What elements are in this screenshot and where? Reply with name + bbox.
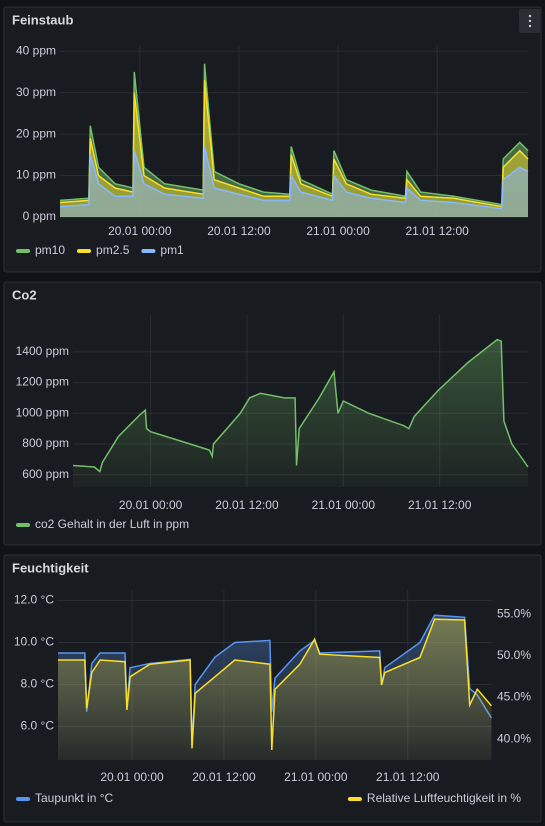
- x-tick-label: 20.01 00:00: [108, 224, 172, 238]
- y-tick-label: 1000 ppm: [16, 405, 69, 419]
- x-tick-label: 21.01 00:00: [306, 224, 370, 238]
- series-area: [58, 619, 492, 760]
- y2-tick-label: 40.0%: [497, 731, 531, 745]
- legend-label: Relative Luftfeuchtigkeit in %: [367, 791, 521, 805]
- y-tick-label: 12.0 °C: [14, 593, 54, 607]
- y-tick-label: 30 ppm: [16, 85, 56, 99]
- y2-tick-label: 45.0%: [497, 690, 531, 704]
- y-tick-label: 8.0 °C: [21, 677, 55, 691]
- x-tick-label: 20.01 00:00: [119, 498, 183, 512]
- x-tick-label: 21.01 00:00: [312, 498, 376, 512]
- series-line: [58, 618, 492, 751]
- legend-label: pm1: [160, 243, 184, 257]
- y2-tick-label: 55.0%: [497, 606, 531, 620]
- legend-swatch: [347, 797, 362, 801]
- x-tick-label: 21.01 12:00: [408, 498, 472, 512]
- y-tick-label: 800 ppm: [22, 436, 69, 450]
- y-tick-label: 1200 ppm: [16, 375, 69, 389]
- y-tick-label: 1400 ppm: [16, 344, 69, 358]
- series-area: [73, 339, 528, 487]
- x-tick-label: 20.01 12:00: [215, 498, 279, 512]
- y-tick-label: 40 ppm: [16, 43, 56, 57]
- y-tick-label: 10 ppm: [16, 168, 56, 182]
- panel-title: Feinstaub: [12, 12, 73, 27]
- x-tick-label: 21.01 00:00: [284, 770, 348, 784]
- y-tick-label: 0 ppm: [23, 209, 56, 223]
- legend-swatch: [16, 523, 30, 527]
- panel-title: Feuchtigkeit: [12, 560, 89, 575]
- x-tick-label: 21.01 12:00: [376, 770, 440, 784]
- x-tick-label: 20.01 12:00: [207, 224, 271, 238]
- panel-title: Co2: [12, 287, 37, 302]
- series-line: [59, 146, 529, 210]
- legend-swatch: [141, 249, 156, 253]
- y-tick-label: 6.0 °C: [21, 719, 55, 733]
- y2-tick-label: 50.0%: [497, 648, 531, 662]
- legend-label: co2 Gehalt in der Luft in ppm: [35, 517, 189, 531]
- menu-dot: [528, 19, 532, 23]
- legend-label: pm10: [35, 243, 65, 257]
- menu-dot: [528, 14, 532, 18]
- legend-swatch: [16, 797, 30, 801]
- legend-label: pm2.5: [96, 243, 130, 257]
- legend-label: Taupunkt in °C: [35, 791, 114, 805]
- menu-dot: [528, 24, 532, 28]
- legend-swatch: [16, 249, 30, 253]
- y-tick-label: 20 ppm: [16, 126, 56, 140]
- x-tick-label: 20.01 00:00: [100, 770, 164, 784]
- x-tick-label: 20.01 12:00: [192, 770, 256, 784]
- y-tick-label: 10.0 °C: [14, 635, 54, 649]
- x-tick-label: 21.01 12:00: [405, 224, 469, 238]
- y-tick-label: 600 ppm: [22, 467, 69, 481]
- series-line: [72, 338, 529, 473]
- panel-menu[interactable]: [519, 9, 540, 33]
- series-line: [58, 614, 493, 746]
- legend-swatch: [77, 249, 92, 253]
